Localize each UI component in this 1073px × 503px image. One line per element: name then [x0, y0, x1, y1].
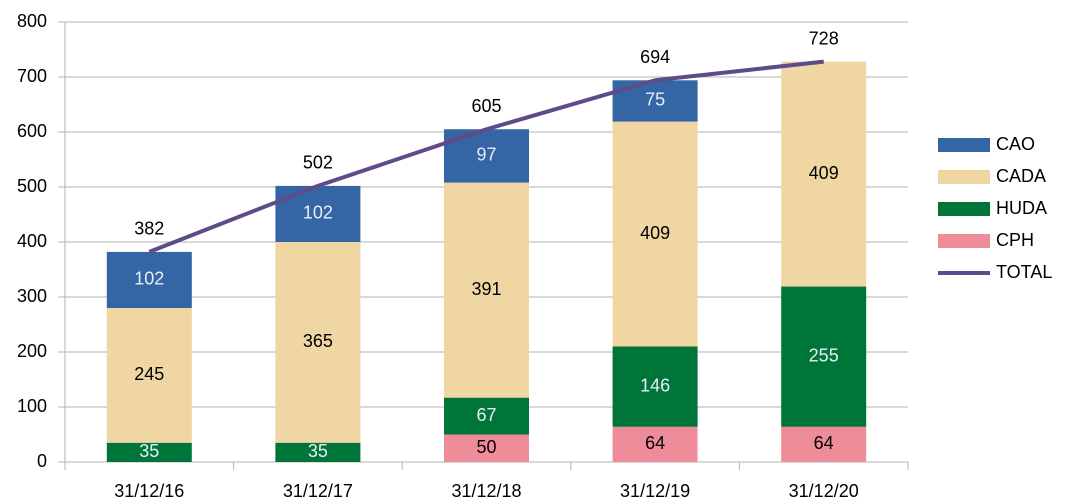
total-label: 694: [640, 47, 670, 67]
bar-segment: [444, 182, 529, 398]
value-label: 102: [134, 269, 164, 289]
bar-segment: [106, 251, 192, 308]
legend-swatch: [938, 202, 990, 216]
x-tick-label: 31/12/19: [620, 481, 690, 501]
y-tick-label: 800: [17, 11, 47, 31]
y-tick-label: 200: [17, 341, 47, 361]
y-tick-label: 100: [17, 396, 47, 416]
value-label: 245: [134, 364, 164, 384]
x-tick-label: 31/12/18: [451, 481, 521, 501]
total-line: [148, 59, 824, 254]
value-label: 35: [139, 441, 159, 461]
value-label: 146: [640, 375, 670, 395]
bar-segment: [444, 397, 529, 435]
value-label: 365: [303, 331, 333, 351]
y-tick-label: 300: [17, 286, 47, 306]
value-label: 64: [645, 433, 665, 453]
bar-segment: [612, 346, 698, 427]
value-label: 64: [814, 433, 834, 453]
legend-swatch: [938, 170, 990, 184]
bar-segment: [444, 434, 529, 462]
legend-label: CPH: [996, 230, 1034, 250]
total-label: 728: [809, 28, 839, 48]
value-label: 255: [809, 345, 839, 365]
bar-segment: [275, 442, 361, 462]
legend-label: HUDA: [996, 198, 1047, 218]
legend-label: CADA: [996, 166, 1046, 186]
legend-label: TOTAL: [996, 262, 1052, 282]
value-label: 391: [471, 279, 501, 299]
value-label: 67: [476, 405, 496, 425]
y-tick-label: 400: [17, 231, 47, 251]
legend-swatch: [938, 234, 990, 248]
legend-label: CAO: [996, 134, 1035, 154]
value-label: 50: [476, 437, 496, 457]
value-label: 97: [476, 145, 496, 165]
y-tick-label: 500: [17, 176, 47, 196]
bar-segment: [781, 286, 867, 427]
y-tick-label: 600: [17, 121, 47, 141]
bar-segment: [275, 242, 361, 443]
bar-segment: [612, 121, 698, 347]
value-label: 409: [809, 163, 839, 183]
value-label: 409: [640, 223, 670, 243]
y-tick-label: 700: [17, 66, 47, 86]
y-tick-label: 0: [37, 451, 47, 471]
legend-swatch: [938, 138, 990, 152]
bar-segment: [781, 61, 867, 287]
value-label: 102: [303, 203, 333, 223]
total-label: 605: [471, 96, 501, 116]
value-label: 75: [645, 90, 665, 110]
total-label: 382: [134, 219, 164, 239]
bar-segment: [106, 442, 192, 462]
bar-segment: [612, 426, 698, 462]
x-tick-label: 31/12/17: [283, 481, 353, 501]
value-label: 35: [308, 441, 328, 461]
x-tick-label: 31/12/20: [789, 481, 859, 501]
bar-segment: [106, 308, 192, 443]
total-label: 502: [303, 153, 333, 173]
bar-segment: [781, 426, 867, 462]
x-tick-label: 31/12/16: [114, 481, 184, 501]
